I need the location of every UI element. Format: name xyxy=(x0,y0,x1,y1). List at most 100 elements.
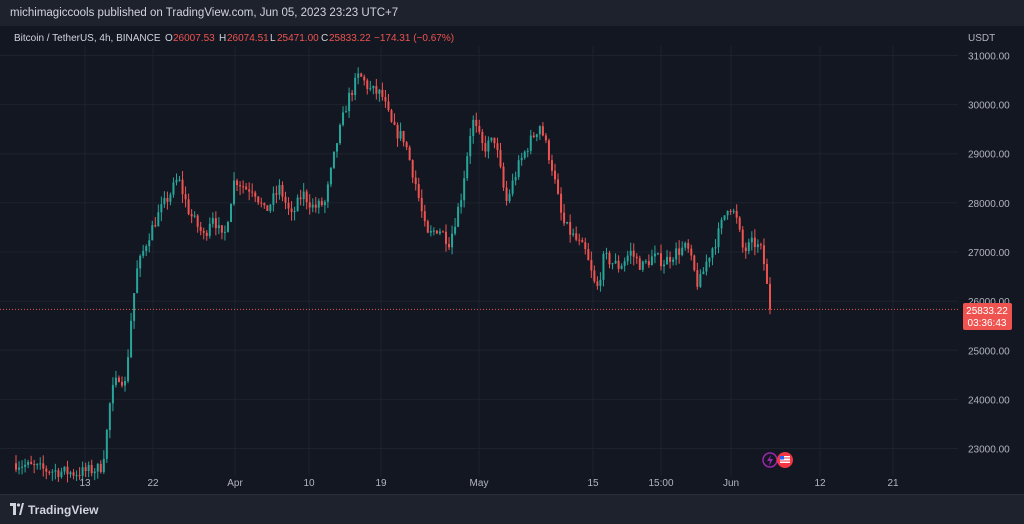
event-markers[interactable] xyxy=(762,452,793,468)
candle-body xyxy=(769,283,771,310)
candle-body xyxy=(396,124,399,139)
candle-body xyxy=(499,150,502,167)
candle-body xyxy=(596,281,599,286)
candle-body xyxy=(381,89,384,97)
candle-body xyxy=(756,244,759,248)
candle-body xyxy=(508,193,511,202)
candle-body xyxy=(493,137,496,144)
candle-body xyxy=(120,381,123,386)
candle-body xyxy=(357,73,360,78)
candle-body xyxy=(487,140,490,152)
candle-body xyxy=(608,252,611,265)
candle-body xyxy=(139,255,142,269)
candle-body xyxy=(111,385,114,404)
time-tick-label: May xyxy=(470,478,489,489)
candle-body xyxy=(481,131,484,144)
candle-body xyxy=(505,187,508,202)
candle-body xyxy=(675,248,678,260)
candle-body xyxy=(460,200,463,207)
candle-body xyxy=(659,253,662,267)
candle-body xyxy=(656,253,659,255)
candle-body xyxy=(647,261,650,266)
candle-body xyxy=(42,463,45,469)
tradingview-logo-icon xyxy=(10,503,24,515)
bar-countdown: 03:36:43 xyxy=(968,318,1007,329)
candle-body xyxy=(544,135,547,141)
candle-body xyxy=(78,475,81,477)
candle-body xyxy=(390,110,393,122)
candle-body xyxy=(223,231,226,233)
candle-body xyxy=(130,320,133,358)
candle-body xyxy=(27,461,30,465)
candle-body xyxy=(687,242,690,249)
candle-body xyxy=(142,250,145,256)
candle-body xyxy=(351,92,354,95)
candle-body xyxy=(538,126,541,135)
candle-body xyxy=(281,185,284,197)
candle-body xyxy=(305,191,308,203)
candle-body xyxy=(663,264,666,267)
candle-body xyxy=(457,206,460,227)
candle-body xyxy=(629,250,632,256)
candle-body xyxy=(466,156,469,179)
chart-background xyxy=(0,26,1024,494)
candle-body xyxy=(87,464,90,471)
published-line: michimagiccools published on TradingView… xyxy=(10,7,399,19)
candle-body xyxy=(136,268,139,294)
candle-body xyxy=(432,230,435,232)
candle-body xyxy=(117,377,120,382)
time-axis[interactable]: 13 22 Apr 10 19 May 15 15:00 Jun 12 21 xyxy=(79,478,899,489)
candle-body xyxy=(372,85,375,89)
legend-low-label: L xyxy=(270,33,276,44)
price-axis[interactable]: 23000.00 24000.00 25000.00 26000.00 27000.00… xyxy=(968,51,1010,455)
candle-body xyxy=(93,471,96,474)
candle-body xyxy=(696,270,699,287)
candle-body xyxy=(263,203,266,206)
candle-body xyxy=(708,257,711,262)
candle-body xyxy=(557,179,560,194)
candle-body xyxy=(311,204,314,208)
candle-body xyxy=(342,112,345,125)
candle-body xyxy=(684,242,687,248)
time-tick-label: 13 xyxy=(79,478,91,489)
candle-body xyxy=(402,131,405,143)
candle-body xyxy=(354,77,357,95)
candle-body xyxy=(563,212,566,224)
footer-bar: TradingView xyxy=(0,494,1024,524)
candle-body xyxy=(762,245,765,265)
price-chart[interactable]: Bitcoin / TetherUS, 4h, BINANCE O 26007.… xyxy=(0,0,1024,494)
legend-open-label: O xyxy=(165,33,173,44)
candle-body xyxy=(284,196,287,203)
candle-body xyxy=(741,229,744,248)
candle-body xyxy=(45,468,48,472)
candle-body xyxy=(429,230,432,233)
candle-body xyxy=(550,160,553,171)
candle-body xyxy=(326,184,329,202)
time-tick-label: Apr xyxy=(227,478,243,489)
candle-body xyxy=(699,274,702,287)
candle-body xyxy=(39,463,42,465)
candle-body xyxy=(245,186,248,190)
candle-body xyxy=(220,225,223,233)
candle-body xyxy=(314,204,317,208)
chart-grid xyxy=(0,46,958,476)
flag-glyph xyxy=(780,456,790,463)
candle-body xyxy=(529,135,532,151)
legend-close: 25833.22 xyxy=(329,33,371,44)
candle-body xyxy=(526,150,529,152)
candle-body xyxy=(714,247,717,249)
candle-body xyxy=(323,201,326,206)
candle-body xyxy=(172,182,175,195)
candle-body xyxy=(653,253,656,257)
time-tick-label: 10 xyxy=(303,478,315,489)
candle-body xyxy=(711,248,714,258)
candle-body xyxy=(641,261,644,270)
candle-body xyxy=(226,222,229,232)
candle-body xyxy=(302,191,305,200)
candle-body xyxy=(435,230,438,234)
candle-body xyxy=(472,119,475,137)
candle-body xyxy=(251,191,254,193)
candle-body xyxy=(726,210,729,216)
candle-body xyxy=(124,381,127,386)
candle-body xyxy=(535,134,538,138)
